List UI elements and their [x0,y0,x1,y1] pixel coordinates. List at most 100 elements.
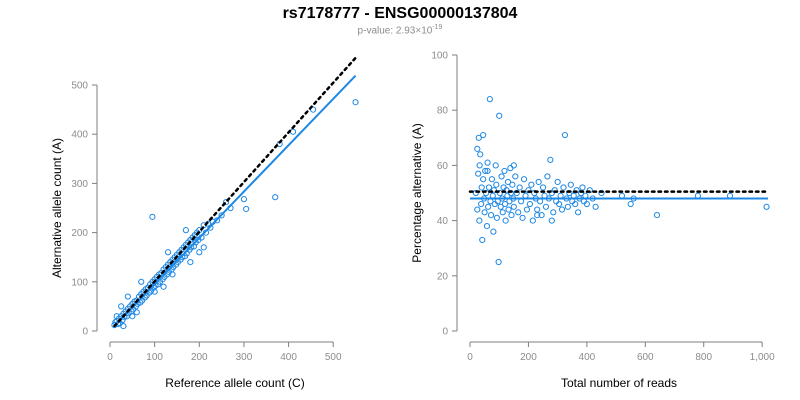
y-tick-label: 500 [71,81,88,92]
data-point [479,236,486,244]
data-point [520,176,528,183]
data-point [118,303,125,310]
x-tick-label: 500 [325,352,342,363]
data-point [547,156,554,163]
scatter-points [111,99,359,330]
data-point [272,194,279,201]
data-point [560,184,567,191]
data-point [486,96,493,103]
data-point [196,249,203,256]
data-point [523,206,531,213]
data-point [129,313,136,320]
x-tick-label: 200 [520,352,537,363]
y-tick-label: 0 [442,327,448,338]
data-point [499,209,506,216]
data-point [561,131,569,139]
data-point [539,184,547,191]
allele-count-scatter-panel: 0 100 200 300 400 500 0 100 200 300 400 500 Referenc… [50,56,359,390]
data-point [627,200,634,208]
x-tick-label: 0 [467,352,473,363]
data-point [534,206,541,213]
data-point [554,178,561,186]
data-point [149,213,156,220]
data-point [113,313,120,320]
x-tick-label: 800 [695,352,712,363]
data-point [475,170,482,177]
data-point [538,211,545,219]
data-point [501,200,509,208]
data-point [151,288,158,295]
data-point [475,134,482,141]
data-point [526,200,533,208]
data-point [188,244,195,251]
data-point [519,214,526,221]
x-tick-label: 0 [107,352,113,363]
data-point [516,184,523,191]
data-point [352,99,359,106]
y-tick-label: 100 [71,277,88,288]
data-point [490,228,497,235]
data-point [485,184,493,191]
data-point [509,181,516,188]
data-point [164,249,172,256]
y-tick-label: 80 [437,106,449,117]
data-point [476,217,483,224]
data-point [222,198,230,206]
data-point [512,173,519,180]
data-point [478,184,485,191]
data-point [564,203,571,210]
chart-subtitle: p-value: 2.93×10-19 [0,24,800,36]
data-point [133,309,140,316]
data-point [478,200,485,208]
data-point [477,151,484,158]
data-point [498,173,505,180]
data-point [493,181,500,188]
data-point [120,322,127,330]
data-point [182,227,189,234]
data-point [510,203,517,210]
data-point [583,200,590,208]
data-point [763,203,770,210]
reference-line [113,56,357,328]
data-point [510,162,517,169]
data-point [474,206,481,213]
data-point [505,206,512,213]
data-point [480,131,487,139]
data-point [653,211,661,219]
data-point [214,217,221,224]
data-point [534,211,541,219]
y-axis-title: Percentage alternative (A) [410,123,424,262]
data-point [480,176,487,183]
data-point [574,209,582,216]
y-axis-title: Alternative allele count (A) [50,138,64,278]
x-tick-label: 300 [236,352,253,363]
data-point [579,184,586,191]
data-point [483,223,491,230]
y-tick-label: 300 [71,179,88,190]
data-point [504,178,512,186]
data-point [495,258,502,266]
y-tick-label: 0 [82,327,88,338]
data-point [515,209,522,216]
data-point [556,200,563,208]
data-point [535,178,542,186]
p-value-exponent: -19 [432,24,443,31]
chart-title: rs7178777 - ENSG00000137804 [282,5,518,22]
data-point [474,145,481,152]
data-point [124,293,131,300]
data-point [243,205,250,213]
x-tick-label: 600 [637,352,654,363]
x-tick-label: 400 [579,352,596,363]
data-point [218,212,225,219]
data-point [482,189,490,197]
x-tick-label: 200 [191,352,208,363]
data-point [544,173,551,180]
x-tick-label: 1,000 [750,352,775,363]
x-axis-title: Reference allele count (C) [165,376,304,390]
data-point [484,167,491,175]
y-tick-label: 400 [71,130,88,141]
x-tick-label: 100 [146,352,163,363]
data-point [487,211,495,219]
data-point [472,189,479,197]
